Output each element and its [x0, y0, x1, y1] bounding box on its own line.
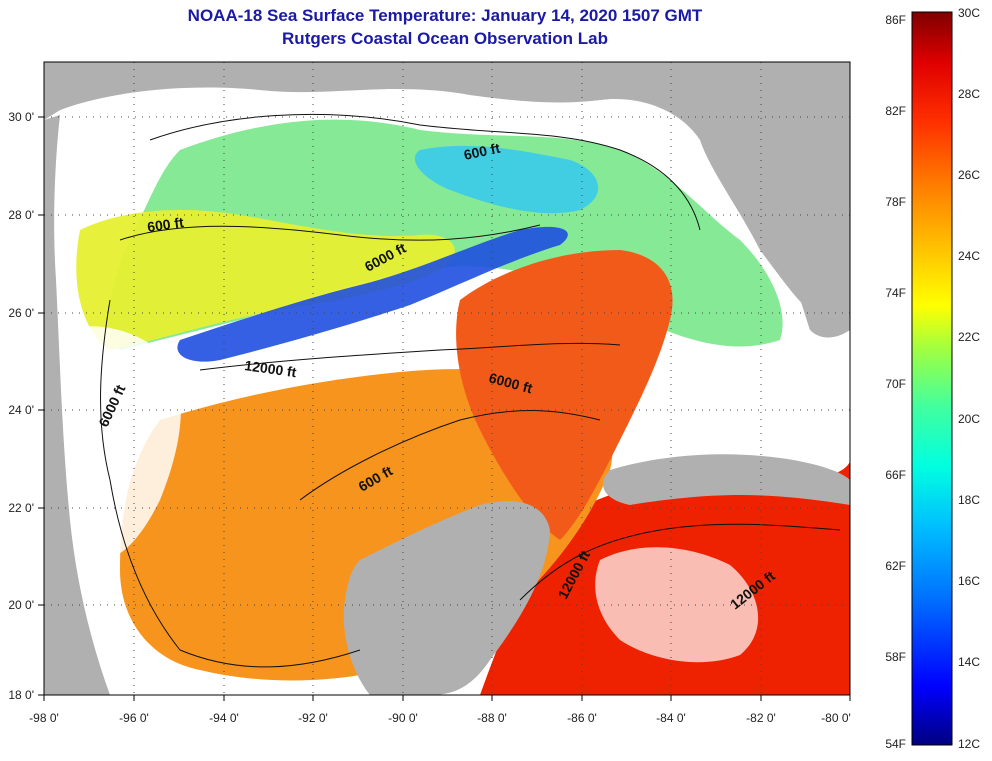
lon-label: -80 0' [821, 711, 851, 725]
colorbar-c-label: 30C [958, 6, 980, 20]
lon-label: -84 0' [656, 711, 686, 725]
map-title: NOAA-18 Sea Surface Temperature: January… [187, 6, 703, 25]
cloud-caribbean [595, 547, 759, 663]
colorbar-f-label: 74F [885, 286, 906, 300]
lon-label: -94 0' [209, 711, 239, 725]
sst-yellow-west [76, 210, 455, 350]
lon-label: -92 0' [298, 711, 328, 725]
lat-ticks [38, 116, 44, 696]
lon-label: -96 0' [119, 711, 149, 725]
contour-label: 12000 ft [244, 357, 298, 380]
sst-blue-streak [177, 226, 568, 362]
sst-loop-current [456, 250, 673, 540]
map-canvas: 600 ft 600 ft 6000 ft 12000 ft 6000 ft 6… [44, 62, 850, 695]
mexico-land [44, 115, 110, 695]
colorbar-f-label: 54F [885, 737, 906, 751]
lon-ticks [43, 695, 851, 701]
lon-label: -82 0' [746, 711, 776, 725]
lat-label: 24 0' [8, 403, 34, 417]
lat-label: 30 0' [8, 110, 34, 124]
map-frame [43, 61, 851, 696]
lon-label: -86 0' [567, 711, 597, 725]
colorbar-c-label: 22C [958, 330, 980, 344]
colorbar-f-label: 66F [885, 468, 906, 482]
cuba-land [602, 454, 850, 505]
colorbar-c-label: 16C [958, 574, 980, 588]
lat-label: 20 0' [8, 598, 34, 612]
lat-label: 28 0' [8, 208, 34, 222]
colorbar-f-label: 62F [885, 559, 906, 573]
colorbar-c-label: 18C [958, 493, 980, 507]
lon-label: -90 0' [388, 711, 418, 725]
colorbar-f-label: 86F [885, 13, 906, 27]
colorbar-c-label: 28C [958, 87, 980, 101]
lon-label: -98 0' [29, 711, 59, 725]
colorbar-c-label: 24C [958, 249, 980, 263]
graticule [44, 62, 850, 695]
colorbar-c-label: 12C [958, 737, 980, 751]
colorbar-f-label: 58F [885, 650, 906, 664]
cloud-sw [60, 326, 181, 560]
lat-label: 22 0' [8, 501, 34, 515]
us-coast-land [44, 62, 700, 120]
colorbar-c-label: 20C [958, 412, 980, 426]
colorbar-c-label: 26C [958, 168, 980, 182]
lat-label: 26 0' [8, 306, 34, 320]
colorbar-f-label: 82F [885, 104, 906, 118]
lat-label: 18 0' [8, 688, 34, 702]
sst-cyan-north [414, 145, 599, 214]
yucatan-land [343, 501, 550, 695]
map-subtitle: Rutgers Coastal Ocean Observation Lab [282, 29, 608, 48]
colorbar-c-label: 14C [958, 655, 980, 669]
colorbar-f-label: 70F [885, 377, 906, 391]
florida-land [700, 62, 850, 338]
contour-label: 600 ft [462, 140, 501, 163]
contour-label: 600 ft [146, 214, 185, 235]
colorbar [911, 11, 953, 746]
lon-label: -88 0' [477, 711, 507, 725]
colorbar-f-label: 78F [885, 195, 906, 209]
